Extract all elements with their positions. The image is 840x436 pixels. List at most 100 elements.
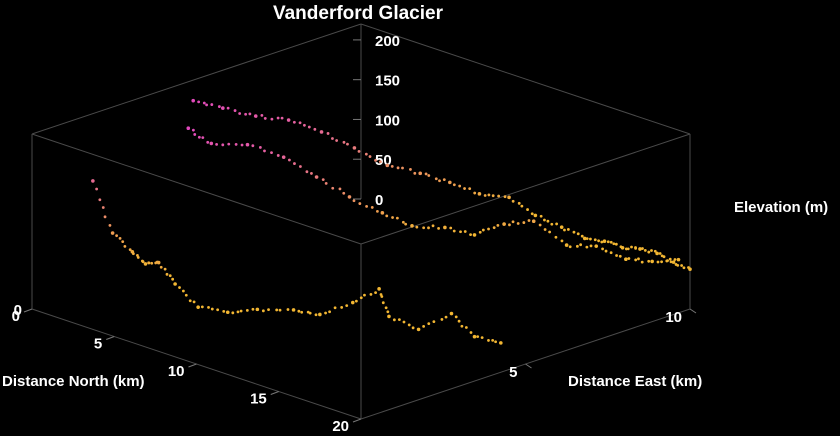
- x-tick-label: 5: [94, 336, 102, 353]
- data-point: [624, 257, 628, 262]
- data-point: [307, 125, 311, 129]
- data-point: [637, 257, 640, 261]
- data-point: [245, 308, 249, 312]
- data-point: [150, 261, 154, 265]
- data-point: [200, 305, 204, 309]
- z-tick-label: 0: [375, 192, 383, 209]
- x-tick-label: 15: [250, 391, 267, 408]
- data-point: [227, 142, 231, 146]
- data-point: [634, 247, 638, 250]
- data-point: [539, 214, 543, 218]
- data-point: [480, 336, 484, 340]
- box-edge: [360, 23, 691, 135]
- data-point: [110, 231, 115, 235]
- data-point: [459, 230, 462, 234]
- data-point: [291, 308, 296, 312]
- data-point: [217, 105, 221, 108]
- data-point: [368, 155, 372, 158]
- data-point: [101, 206, 105, 209]
- data-point: [95, 187, 99, 191]
- data-point: [602, 239, 607, 244]
- data-point: [380, 295, 384, 298]
- data-point: [494, 340, 497, 344]
- data-point: [614, 242, 618, 246]
- data-point: [481, 228, 485, 232]
- data-point: [333, 306, 337, 310]
- data-point: [278, 308, 282, 312]
- data-point: [641, 247, 644, 250]
- data-point: [251, 144, 255, 148]
- data-point: [527, 219, 531, 222]
- data-point: [410, 224, 414, 228]
- data-point: [511, 199, 515, 203]
- data-point: [502, 222, 506, 226]
- data-point: [650, 249, 653, 252]
- data-point: [328, 310, 332, 314]
- data-point: [245, 142, 250, 147]
- data-point: [207, 305, 210, 309]
- data-point: [276, 116, 280, 120]
- data-point: [181, 289, 185, 293]
- data-point: [402, 320, 406, 324]
- data-point: [267, 308, 270, 311]
- data-point: [240, 143, 244, 147]
- data-point: [392, 318, 396, 322]
- data-point: [503, 195, 507, 199]
- z-tick-label: 200: [375, 33, 400, 50]
- data-point: [209, 141, 214, 146]
- data-point: [378, 160, 382, 164]
- data-point: [397, 318, 401, 322]
- data-point: [188, 299, 192, 303]
- data-point: [377, 287, 381, 291]
- data-point: [555, 222, 559, 226]
- chart-title: Vanderford Glacier: [273, 3, 444, 24]
- data-point: [431, 224, 435, 228]
- data-point: [331, 137, 334, 140]
- data-point: [418, 171, 423, 176]
- data-point: [526, 208, 529, 211]
- data-point: [499, 341, 503, 345]
- z-tick-label: 50: [375, 152, 392, 169]
- data-point: [178, 286, 181, 289]
- data-point: [640, 260, 644, 264]
- data-point: [533, 213, 538, 218]
- data-point: [340, 306, 344, 309]
- data-point: [511, 220, 515, 224]
- y-tick-mark: [689, 308, 697, 314]
- data-point: [464, 326, 468, 329]
- data-point: [191, 98, 196, 103]
- data-point: [449, 311, 454, 316]
- data-point: [564, 243, 569, 247]
- data-point: [615, 254, 618, 257]
- z-tick-label: 100: [375, 112, 400, 129]
- data-point: [427, 174, 431, 177]
- data-point: [516, 222, 520, 225]
- data-point: [582, 236, 587, 241]
- data-point: [324, 311, 327, 315]
- data-point: [197, 135, 201, 139]
- data-point: [576, 232, 580, 236]
- data-point: [297, 309, 301, 313]
- data-point: [601, 247, 604, 251]
- data-point: [115, 234, 119, 238]
- data-point: [298, 121, 302, 125]
- data-point: [270, 117, 274, 121]
- data-point: [319, 130, 324, 134]
- data-point: [457, 319, 461, 323]
- y-tick-label: 5: [509, 364, 517, 381]
- data-point: [156, 260, 161, 265]
- data-point: [517, 201, 521, 205]
- data-point: [308, 311, 312, 315]
- data-point: [386, 310, 390, 314]
- data-point: [396, 166, 400, 170]
- data-point: [530, 212, 534, 216]
- data-point: [411, 326, 415, 330]
- data-point: [454, 315, 458, 319]
- data-point: [365, 204, 368, 208]
- data-point: [668, 257, 672, 261]
- data-point: [585, 237, 589, 241]
- data-point: [385, 163, 390, 168]
- data-point: [560, 239, 564, 243]
- data-point: [543, 218, 546, 222]
- data-point: [338, 187, 342, 191]
